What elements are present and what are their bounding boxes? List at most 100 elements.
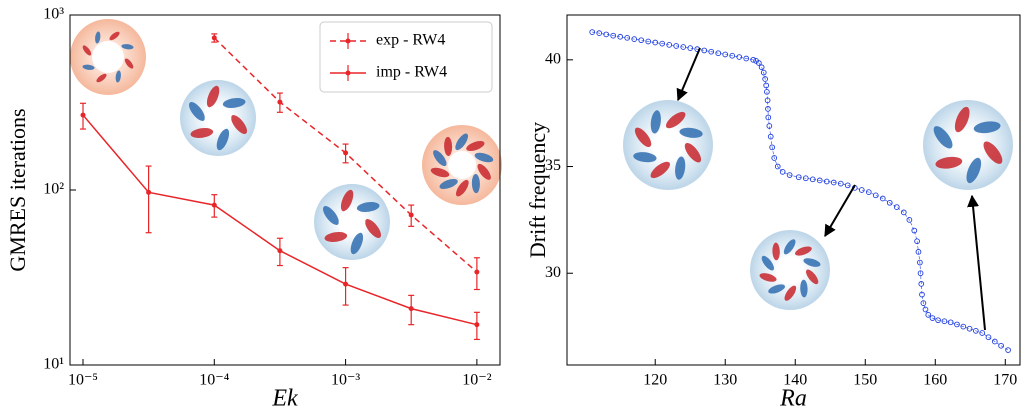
snapshot-cell <box>665 111 686 129</box>
point <box>764 88 770 95</box>
point <box>589 29 596 35</box>
marker <box>408 306 414 312</box>
snapshot <box>750 230 830 310</box>
snapshot-cell <box>466 141 485 152</box>
snapshot-cell <box>430 167 450 178</box>
snapshot-cell <box>109 31 120 41</box>
y-axis-label: GMRES iterations <box>5 108 30 271</box>
snapshot-cell <box>121 44 134 50</box>
snapshot-cell <box>190 127 214 138</box>
snapshot-cell <box>806 269 819 285</box>
point <box>823 178 830 185</box>
point <box>1005 347 1011 353</box>
snapshot-cell <box>365 219 382 238</box>
point <box>802 175 809 182</box>
x-tick-label: 150 <box>853 372 877 389</box>
point <box>762 76 768 82</box>
snapshot-cell <box>322 206 339 225</box>
snapshot-cell <box>231 115 248 134</box>
point <box>729 52 736 59</box>
point <box>610 32 617 39</box>
point <box>645 38 652 45</box>
point <box>722 51 729 58</box>
point <box>652 39 659 46</box>
point <box>935 317 941 324</box>
annotation-arrow <box>967 194 986 331</box>
snapshot-cell <box>222 98 246 109</box>
snapshot-cell <box>350 232 364 255</box>
point <box>809 176 816 183</box>
point <box>918 281 925 287</box>
snapshot <box>623 100 713 190</box>
point <box>872 192 879 199</box>
point <box>973 328 979 334</box>
snapshot-cell <box>95 31 101 44</box>
snapshot <box>422 125 502 205</box>
point <box>680 44 687 50</box>
snapshot-cell <box>634 127 652 148</box>
point <box>966 325 973 332</box>
y-axis-label: Drift frequency <box>525 122 550 258</box>
point <box>917 270 924 277</box>
point <box>755 60 762 66</box>
point <box>760 69 767 76</box>
point <box>631 36 638 42</box>
snapshot-cell <box>983 141 1003 164</box>
y-tick-label: 30 <box>545 264 561 281</box>
snapshot-cell <box>768 284 786 294</box>
point <box>911 227 918 234</box>
point <box>786 172 793 178</box>
snapshot-cell <box>684 142 702 163</box>
point <box>750 56 757 63</box>
snapshot-cell <box>82 64 95 70</box>
point <box>929 315 936 321</box>
snapshot-cell <box>474 152 494 163</box>
x-tick-label: 10⁻⁴ <box>199 372 229 389</box>
snapshot-cell <box>650 110 661 134</box>
snapshot-cell <box>761 255 774 271</box>
snapshot-hole <box>338 208 366 236</box>
snapshot-cell <box>954 106 970 133</box>
point <box>879 195 886 202</box>
snapshot-cell <box>115 70 121 83</box>
point <box>858 187 865 193</box>
snapshot <box>314 184 390 260</box>
snapshot-cell <box>783 239 796 255</box>
point <box>830 179 837 186</box>
marker <box>211 35 217 41</box>
snapshot-cell <box>794 246 812 256</box>
point <box>774 163 781 170</box>
snapshot-cell <box>679 127 703 138</box>
y-tick-label: 10² <box>43 181 64 198</box>
snapshot-cell <box>759 273 777 282</box>
point <box>922 306 929 313</box>
marker <box>343 150 349 156</box>
point <box>991 338 998 345</box>
point <box>998 342 1004 349</box>
snapshot-cell <box>340 189 354 212</box>
point <box>715 50 722 57</box>
marker <box>277 248 283 254</box>
point <box>886 199 893 206</box>
point <box>673 43 680 49</box>
point <box>765 106 771 112</box>
point <box>765 114 772 121</box>
point <box>979 330 986 336</box>
point <box>763 82 770 89</box>
point <box>624 34 631 41</box>
point <box>701 47 708 54</box>
snapshot-cell <box>444 136 453 157</box>
x-tick-label: 140 <box>783 372 807 389</box>
snapshot-cell <box>935 156 963 169</box>
x-tick-label: 10⁻² <box>462 372 491 389</box>
x-axis-label: Ek <box>271 386 298 412</box>
legend-box <box>319 21 493 93</box>
y-tick-label: 35 <box>545 157 561 174</box>
point <box>844 182 851 189</box>
point <box>816 177 823 184</box>
marker <box>277 99 283 105</box>
point <box>617 33 624 40</box>
point <box>687 45 694 51</box>
point <box>758 64 765 71</box>
snapshot-cell <box>784 285 797 301</box>
